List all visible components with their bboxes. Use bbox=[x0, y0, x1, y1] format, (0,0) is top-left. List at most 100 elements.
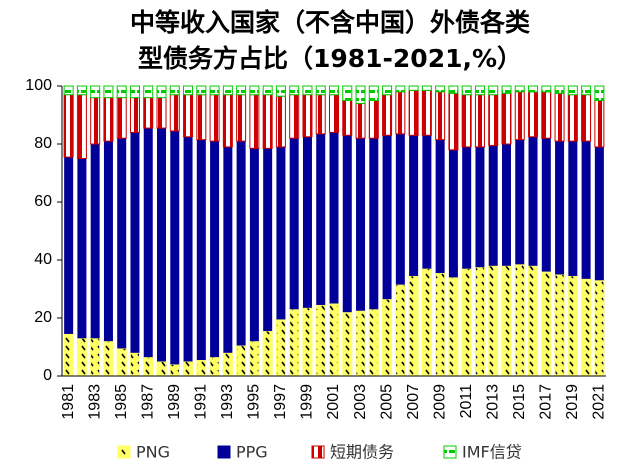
bar-segment bbox=[488, 145, 498, 266]
x-tick-label: 1997 bbox=[272, 384, 289, 420]
bar-segment bbox=[421, 268, 432, 377]
bar-segment bbox=[289, 308, 300, 377]
bar-segment bbox=[448, 92, 459, 151]
bar-segment bbox=[568, 141, 578, 276]
bar-segment bbox=[435, 91, 446, 141]
legend-label: PPG bbox=[236, 443, 268, 462]
bar-segment bbox=[395, 133, 405, 285]
bar-segment bbox=[541, 138, 551, 272]
x-tick-label: 1981 bbox=[60, 384, 77, 420]
bar-segment bbox=[129, 352, 140, 377]
x-tick-label: 1985 bbox=[113, 384, 130, 420]
bar-segment bbox=[236, 94, 247, 142]
bar-segment bbox=[262, 85, 273, 96]
x-tick-label: 1983 bbox=[86, 384, 103, 420]
bar-segment bbox=[528, 85, 539, 93]
bar-segment bbox=[90, 144, 100, 339]
bar-segment bbox=[329, 132, 339, 304]
bar-segment bbox=[116, 347, 127, 377]
legend-swatch bbox=[443, 445, 457, 459]
bar-segment bbox=[488, 265, 499, 377]
bar-segment bbox=[435, 139, 445, 274]
bar-segment bbox=[567, 275, 578, 377]
bar-segment bbox=[554, 92, 565, 142]
legend-swatch bbox=[217, 445, 231, 459]
bar-segment bbox=[103, 97, 114, 142]
bar-segment bbox=[249, 148, 259, 342]
x-tick-label: 1995 bbox=[246, 384, 263, 420]
bar-segment bbox=[103, 340, 114, 377]
bar-segment bbox=[196, 359, 207, 377]
bar-segment bbox=[368, 100, 379, 139]
bar-segment bbox=[275, 95, 286, 148]
bar-segment bbox=[143, 97, 154, 129]
bar-segment bbox=[236, 345, 247, 377]
bar-segment bbox=[408, 89, 419, 136]
bar-segment bbox=[156, 97, 167, 129]
bar-segment bbox=[461, 85, 472, 96]
bar-segment bbox=[462, 146, 472, 269]
bar-segment bbox=[329, 303, 339, 377]
bar-segment bbox=[130, 132, 140, 353]
bar-segment bbox=[422, 135, 432, 269]
bar-segment bbox=[263, 148, 273, 332]
bar-segment bbox=[116, 85, 127, 99]
bar-segment bbox=[222, 352, 233, 377]
bar-segment bbox=[275, 85, 286, 97]
bar-segment bbox=[554, 85, 565, 94]
bar-segment bbox=[157, 128, 167, 362]
bar-segment bbox=[302, 94, 313, 138]
bar-segment bbox=[169, 363, 180, 377]
y-tick-label: 80 bbox=[34, 135, 52, 152]
bar-segment bbox=[63, 333, 74, 377]
legend-swatch bbox=[117, 445, 131, 459]
bar-segment bbox=[594, 85, 605, 101]
bar-segment bbox=[515, 139, 525, 265]
bar-segment bbox=[567, 94, 578, 142]
bar-segment bbox=[369, 138, 379, 310]
x-tick-label: 1993 bbox=[219, 384, 236, 420]
bar-segment bbox=[541, 91, 552, 139]
bar-segment bbox=[435, 272, 446, 377]
x-tick-label: 1987 bbox=[139, 384, 156, 420]
bar-segment bbox=[222, 94, 233, 148]
x-tick-label: 2015 bbox=[511, 384, 528, 420]
bar-segment bbox=[209, 94, 220, 142]
y-tick-label: 100 bbox=[25, 77, 52, 94]
bar-segment bbox=[382, 85, 393, 96]
y-tick-label: 60 bbox=[34, 193, 52, 210]
bar-segment bbox=[76, 85, 87, 96]
bar-segment bbox=[356, 138, 366, 311]
bar-segment bbox=[156, 361, 167, 377]
bar-segment bbox=[395, 284, 406, 377]
bar-segment bbox=[554, 274, 565, 377]
bar-segment bbox=[262, 94, 273, 149]
bar-segment bbox=[581, 278, 592, 377]
bar-segment bbox=[275, 318, 286, 377]
bar-segment bbox=[289, 138, 299, 310]
bar-segment bbox=[342, 135, 352, 313]
bar-segment bbox=[169, 94, 180, 132]
bar-segment bbox=[555, 141, 565, 275]
bar-segment bbox=[395, 85, 406, 93]
bar-segment bbox=[210, 141, 220, 358]
bar-segment bbox=[448, 149, 458, 278]
bar-segment bbox=[421, 89, 432, 136]
bar-segment bbox=[315, 85, 326, 96]
bar-segment bbox=[90, 97, 101, 145]
bar-segment bbox=[594, 146, 604, 281]
bar-segment bbox=[514, 263, 525, 377]
bar-segment bbox=[63, 94, 74, 158]
bar-segment bbox=[196, 139, 206, 361]
bar-segment bbox=[514, 91, 525, 141]
bar-segment bbox=[315, 304, 326, 377]
bar-segment bbox=[409, 135, 419, 276]
bar-segment bbox=[196, 85, 207, 96]
bar-segment bbox=[76, 337, 87, 377]
bar-segment bbox=[236, 85, 247, 96]
bar-segment bbox=[408, 85, 419, 91]
bar-segment bbox=[302, 136, 312, 308]
bar-segment bbox=[421, 85, 432, 91]
bar-segment bbox=[103, 85, 114, 99]
